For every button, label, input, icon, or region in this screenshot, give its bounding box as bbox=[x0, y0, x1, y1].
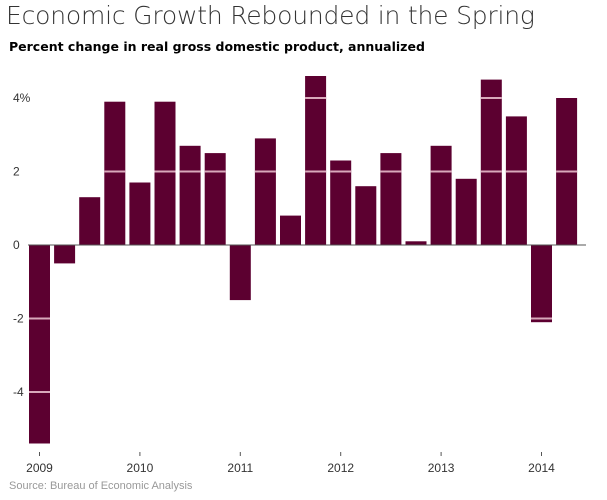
bar bbox=[29, 245, 50, 444]
bar bbox=[129, 182, 151, 245]
bar bbox=[280, 215, 301, 245]
x-tick-label: 2012 bbox=[327, 461, 354, 475]
y-tick-label: 0 bbox=[13, 238, 20, 252]
bar bbox=[430, 145, 452, 245]
bar bbox=[54, 245, 76, 264]
x-axis: 2009 2010 2011 2012 2013 2014 bbox=[26, 452, 555, 475]
y-tick-label: -4 bbox=[13, 385, 24, 399]
bar bbox=[405, 241, 427, 245]
bar bbox=[330, 160, 352, 245]
bar bbox=[355, 186, 377, 245]
bar bbox=[179, 145, 201, 245]
y-tick-label: 2 bbox=[13, 165, 20, 179]
bars bbox=[29, 76, 578, 444]
bar bbox=[480, 79, 502, 245]
bar bbox=[455, 178, 477, 245]
bar bbox=[204, 153, 226, 245]
bar bbox=[229, 245, 251, 301]
bar bbox=[154, 101, 176, 245]
y-axis: 4% 2 0 -2 -4 bbox=[13, 91, 31, 399]
bar bbox=[104, 101, 126, 245]
bar bbox=[531, 245, 552, 323]
bar bbox=[305, 76, 327, 245]
x-tick-label: 2009 bbox=[26, 461, 53, 475]
bar bbox=[79, 197, 101, 245]
chart-subtitle: Percent change in real gross domestic pr… bbox=[9, 39, 425, 54]
bar bbox=[505, 116, 527, 246]
x-tick-label: 2014 bbox=[528, 461, 555, 475]
y-tick-label: 4% bbox=[13, 91, 31, 105]
y-tick-label: -2 bbox=[13, 312, 24, 326]
chart-title: Economic Growth Rebounded in the Spring bbox=[6, 1, 535, 30]
source-note: Source: Bureau of Economic Analysis bbox=[9, 480, 193, 492]
x-tick-label: 2011 bbox=[227, 461, 253, 475]
x-tick-label: 2010 bbox=[127, 461, 154, 475]
gridlines bbox=[29, 97, 578, 393]
bar bbox=[380, 153, 402, 245]
x-tick-label: 2013 bbox=[428, 461, 455, 475]
bar bbox=[254, 138, 276, 245]
